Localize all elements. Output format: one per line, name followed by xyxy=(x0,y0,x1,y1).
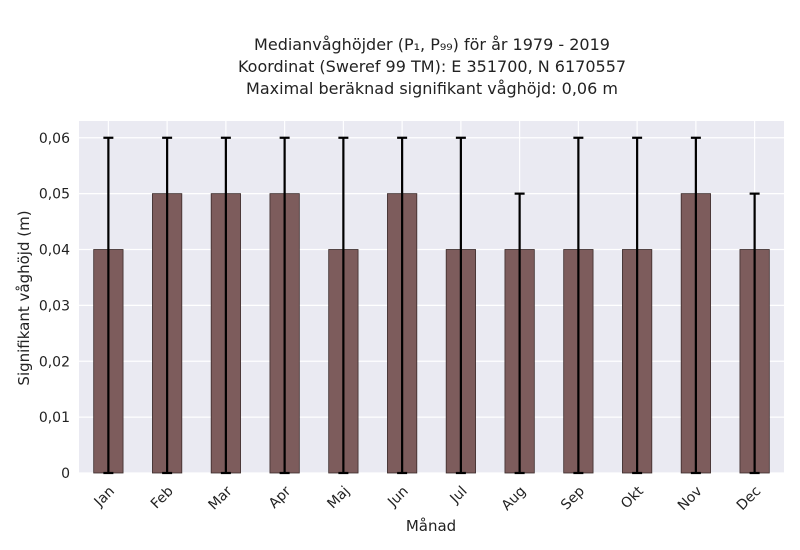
x-tick-label-jan: Jan xyxy=(91,483,118,510)
error-bar-apr xyxy=(279,136,290,475)
error-bar-maj xyxy=(338,136,349,475)
error-bar-mar xyxy=(220,136,231,475)
x-tick-label-dec: Dec xyxy=(734,483,764,513)
error-bar-feb xyxy=(162,136,173,475)
error-bar-sep xyxy=(573,136,584,475)
y-tick-label: 0,03 xyxy=(39,298,70,314)
x-tick-label-apr: Apr xyxy=(266,483,295,512)
y-tick-label: 0,02 xyxy=(39,354,70,370)
chart-title: Medianvåghöjder (P₁, P₉₉) för år 1979 - … xyxy=(80,34,784,100)
x-tick-label-maj: Maj xyxy=(324,483,353,512)
error-bar-okt xyxy=(632,136,643,475)
title-line-1: Medianvåghöjder (P₁, P₉₉) för år 1979 - … xyxy=(254,35,610,54)
error-bar-nov xyxy=(690,136,701,475)
error-bar-jun xyxy=(397,136,408,475)
x-axis-label: Månad xyxy=(406,517,456,535)
error-bar-jul xyxy=(455,136,466,475)
title-line-3: Maximal beräknad signifikant våghöjd: 0,… xyxy=(246,79,618,98)
y-tick-label: 0 xyxy=(61,466,70,482)
error-bars xyxy=(103,136,760,475)
y-axis-label: Signifikant våghöjd (m) xyxy=(15,210,33,385)
x-tick-label-feb: Feb xyxy=(148,483,177,512)
plot-background xyxy=(79,121,784,473)
error-bar-jan xyxy=(103,136,114,475)
y-tick-label: 0,01 xyxy=(39,410,70,426)
y-axis-ticks: 0 0,01 0,02 0,03 0,04 0,05 0,06 xyxy=(39,131,70,482)
error-bar-aug xyxy=(514,192,525,475)
x-axis-ticks: Jan Feb Mar Apr Maj Jun Jul Aug Sep Okt Nov Dec xyxy=(91,483,765,514)
x-tick-label-jul: Jul xyxy=(447,483,471,507)
x-tick-label-mar: Mar xyxy=(206,483,236,513)
x-tick-label-nov: Nov xyxy=(675,483,706,514)
y-tick-label: 0,04 xyxy=(39,243,70,259)
y-tick-label: 0,05 xyxy=(39,187,70,203)
x-tick-label-aug: Aug xyxy=(499,483,530,514)
y-tick-label: 0,06 xyxy=(39,131,70,147)
error-bar-dec xyxy=(749,192,760,475)
x-tick-label-okt: Okt xyxy=(618,483,647,512)
x-tick-label-jun: Jun xyxy=(384,483,411,510)
x-tick-label-sep: Sep xyxy=(558,483,588,513)
title-line-2: Koordinat (Sweref 99 TM): E 351700, N 61… xyxy=(237,57,627,76)
